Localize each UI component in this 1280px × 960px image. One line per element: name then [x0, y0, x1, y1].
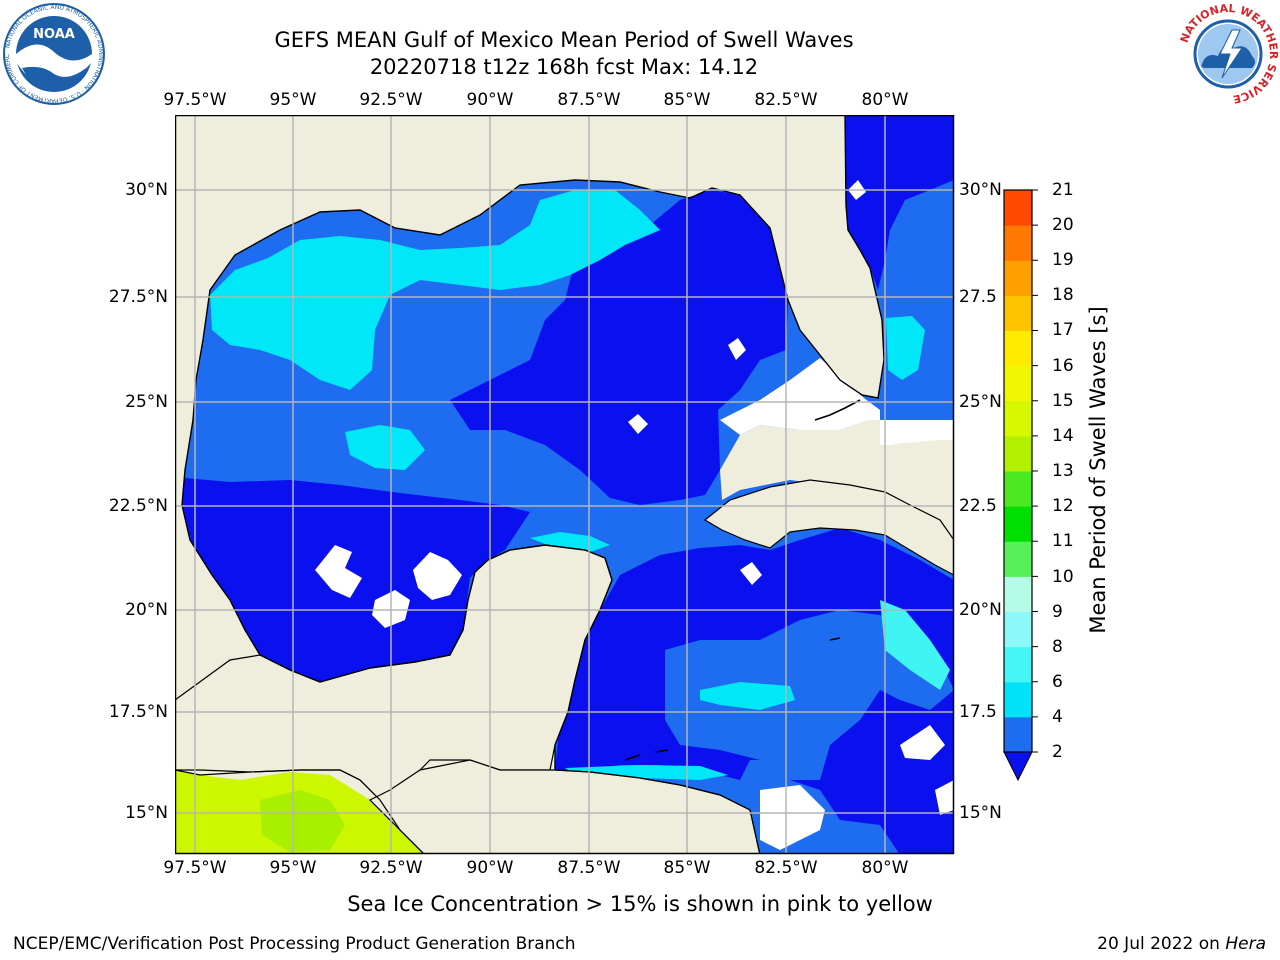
- islands: [624, 637, 841, 761]
- footer-timestamp: 20 Jul 2022 on Hera: [1097, 934, 1266, 954]
- lat-label: 22.5: [959, 496, 997, 516]
- lat-label: 25°N: [959, 392, 1002, 412]
- lat-label: 15°N: [125, 803, 168, 823]
- colorbar-band: [1004, 646, 1032, 683]
- gulf-coastline: [181, 115, 885, 506]
- colorbar-band: [1004, 365, 1032, 402]
- colorbar-tick-label: 16: [1052, 356, 1074, 376]
- swell-region-cyan-patch: [345, 425, 425, 470]
- map-frame: [175, 115, 955, 855]
- colorbar-tick-label: 19: [1052, 250, 1074, 270]
- colorbar-tick-label: 13: [1052, 461, 1074, 481]
- lon-label: 97.5°W: [163, 858, 227, 878]
- colorbar-band: [1004, 611, 1032, 648]
- colorbar-tick-label: 11: [1052, 531, 1074, 551]
- colorbar-tick-label: 12: [1052, 496, 1074, 516]
- lon-label: 92.5°W: [359, 90, 423, 110]
- lat-label: 27.5°N: [108, 287, 168, 307]
- sea-ice-note: Sea Ice Concentration > 15% is shown in …: [347, 892, 933, 916]
- map-title: GEFS MEAN Gulf of Mexico Mean Period of …: [274, 28, 854, 52]
- swell-region-mid-caribbean: [665, 610, 954, 780]
- colorbar-ticks: [1032, 189, 1038, 753]
- colorbar: [1003, 189, 1038, 782]
- lon-label: 80°W: [861, 90, 909, 110]
- colorbar-band: [1004, 295, 1032, 332]
- mexico-coastline: [181, 504, 613, 770]
- lon-label: 85°W: [663, 858, 711, 878]
- lon-label: 87.5°W: [557, 858, 621, 878]
- gulf-map: [175, 115, 955, 855]
- noaa-logo-icon: NOAA NATIONAL OCEANIC AND ATMOSPHERIC AD…: [2, 2, 105, 105]
- colorbar-bands: [1004, 190, 1032, 753]
- lat-label: 30°N: [959, 180, 1002, 200]
- colorbar-tick-label: 10: [1052, 567, 1074, 587]
- swell-region-cyan-yucatan: [530, 532, 610, 552]
- footer-credit: NCEP/EMC/Verification Post Processing Pr…: [13, 934, 576, 954]
- noaa-logo-text: NOAA: [33, 27, 75, 42]
- colorbar-tick-label: 4: [1052, 707, 1063, 727]
- lat-label: 15°N: [959, 803, 1002, 823]
- colorbar-tick-label: 9: [1052, 602, 1063, 622]
- swell-region-deep-atlantic: [845, 115, 954, 290]
- lon-label: 90°W: [466, 90, 514, 110]
- colorbar-tick-label: 21: [1052, 180, 1074, 200]
- colorbar-band: [1004, 716, 1032, 753]
- colorbar-tick-label: 14: [1052, 426, 1074, 446]
- lat-label: 22.5°N: [108, 496, 168, 516]
- footer-date: 20 Jul 2022 on: [1097, 934, 1226, 954]
- swell-region-cyan-north: [210, 190, 660, 390]
- lat-label: 20°N: [125, 600, 168, 620]
- swell-region-cyan-caribbean: [700, 682, 795, 710]
- lon-label: 87.5°W: [557, 90, 621, 110]
- lat-label: 17.5: [959, 702, 997, 722]
- caribbean-coastline: [554, 769, 761, 854]
- colorbar-band: [1004, 541, 1032, 577]
- swell-region-pacific-green: [260, 790, 345, 852]
- lon-label: 80°W: [861, 858, 909, 878]
- colorbar-band: [1004, 225, 1032, 261]
- lon-label: 92.5°W: [359, 858, 423, 878]
- lon-label: 97.5°W: [163, 90, 227, 110]
- lat-label: 25°N: [125, 392, 168, 412]
- colorbar-band: [1004, 506, 1032, 542]
- colorbar-band: [1004, 576, 1032, 613]
- keys: [814, 399, 861, 421]
- graticule: [175, 115, 954, 854]
- lon-label: 82.5°W: [754, 90, 818, 110]
- lat-label: 17.5°N: [108, 702, 168, 722]
- lon-label: 90°W: [466, 858, 514, 878]
- colorbar-band: [1004, 681, 1032, 718]
- colorbar-tick-label: 8: [1052, 637, 1063, 657]
- colorbar-band: [1004, 190, 1032, 226]
- colorbar-tick-label: 17: [1052, 320, 1074, 340]
- nws-logo-icon: NATIONAL WEATHER SERVICE: [1178, 2, 1280, 106]
- swell-region-cyan-east: [880, 600, 950, 690]
- colorbar-under-arrow: [1003, 751, 1033, 782]
- colorbar-band: [1004, 435, 1032, 472]
- swell-region-mid-atlantic: [888, 180, 954, 315]
- pacific-coastline: [175, 769, 425, 854]
- lon-label: 95°W: [269, 90, 317, 110]
- swell-region-cyan-florida: [886, 316, 925, 380]
- colorbar-band: [1004, 471, 1032, 507]
- colorbar-tick-label: 15: [1052, 391, 1074, 411]
- map-subtitle: 20220718 t12z 168h fcst Max: 14.12: [369, 55, 759, 79]
- lat-label: 30°N: [125, 180, 168, 200]
- lat-label: 20°N: [959, 600, 1002, 620]
- cuba: [703, 479, 954, 576]
- colorbar-tick-label: 6: [1052, 672, 1063, 692]
- colorbar-band: [1004, 330, 1032, 367]
- swell-region-deep-central: [450, 190, 788, 505]
- colorbar-band: [1004, 260, 1032, 296]
- lon-label: 82.5°W: [754, 858, 818, 878]
- footer-machine: Hera: [1225, 934, 1266, 954]
- colorbar-tick-label: 18: [1052, 285, 1074, 305]
- lat-label: 27.5: [959, 287, 997, 307]
- lon-label: 95°W: [269, 858, 317, 878]
- lon-label: 85°W: [663, 90, 711, 110]
- colorbar-label: Mean Period of Swell Waves [s]: [1086, 306, 1110, 634]
- colorbar-tick-label: 2: [1052, 742, 1063, 762]
- colorbar-band: [1004, 400, 1032, 437]
- colorbar-tick-label: 20: [1052, 215, 1074, 235]
